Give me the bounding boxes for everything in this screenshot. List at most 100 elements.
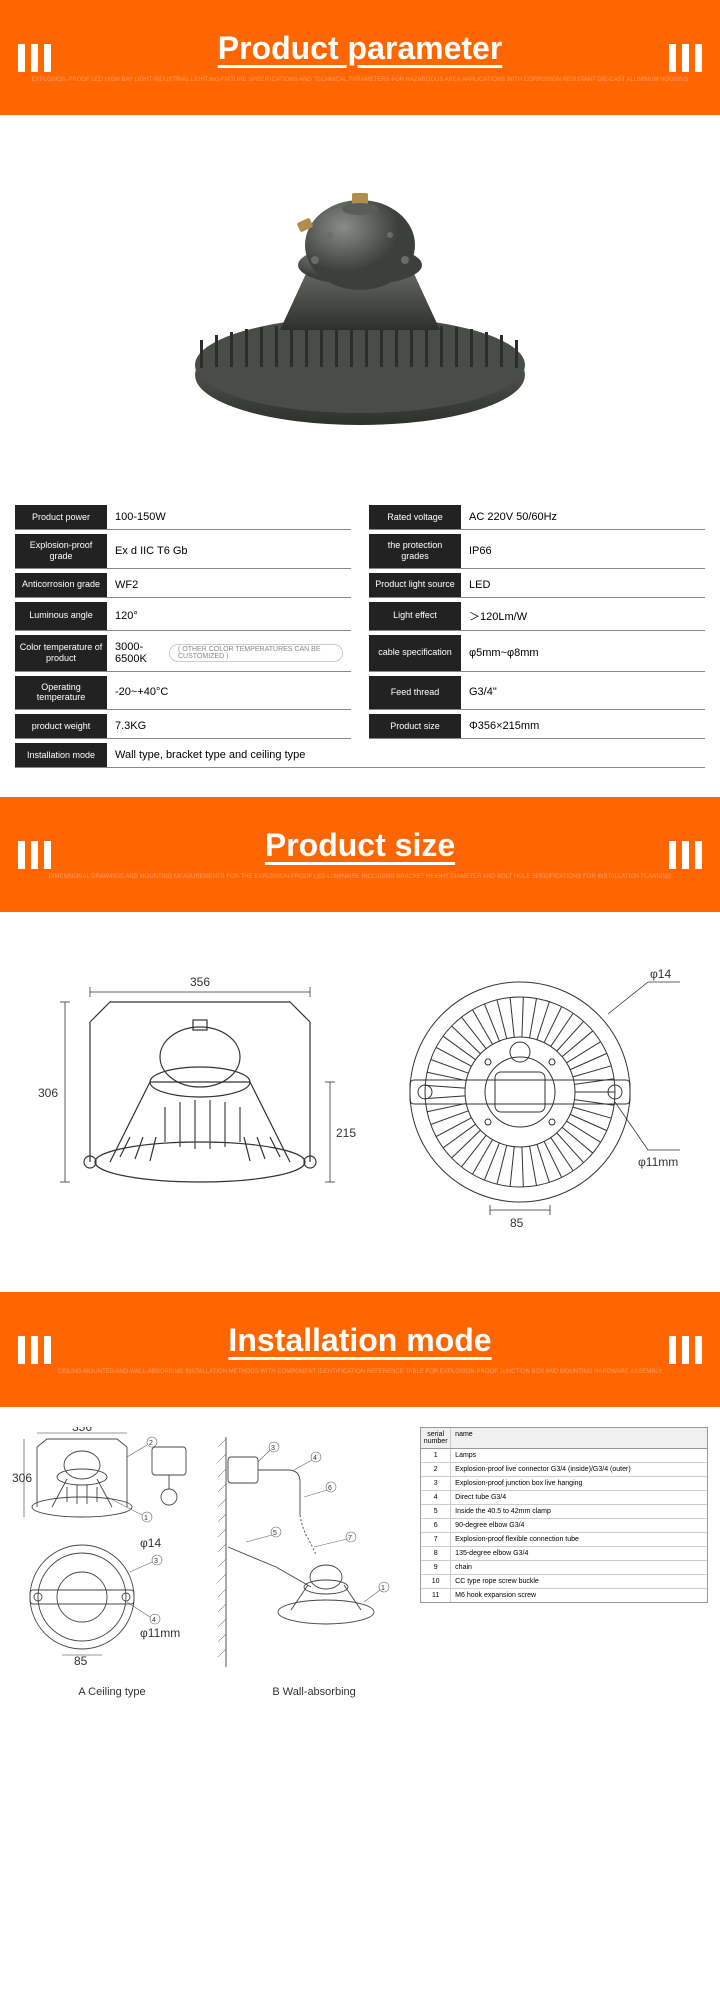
parts-name: 135-degree elbow G3/4: [451, 1547, 707, 1560]
parts-num: 3: [421, 1477, 451, 1490]
spec-row: Product power100-150WRated voltageAC 220…: [15, 505, 705, 530]
spec-label: Product light source: [369, 573, 461, 597]
spec-row: Operating temperature-20~+40°C Feed threa…: [15, 676, 705, 711]
product-image: [180, 165, 540, 445]
spec-value: Ex d IIC T6 Gb: [107, 534, 351, 568]
parts-row: 11M6 hook expansion screw: [421, 1589, 707, 1602]
svg-text:3: 3: [154, 1558, 158, 1565]
spec-row: Color temperature of product3000-6500K( …: [15, 635, 705, 672]
svg-text:1: 1: [144, 1515, 148, 1522]
parts-num: 6: [421, 1519, 451, 1532]
wall-type-drawing: 346715: [216, 1427, 406, 1677]
spec-row: product weight7.3KG Product sizeΦ356×215m…: [15, 714, 705, 739]
ceiling-type-drawing: 2134 356 306 φ14 φ11mm 85: [12, 1427, 212, 1677]
parts-name: 90-degree elbow G3/4: [451, 1519, 707, 1532]
spec-label: Luminous angle: [15, 602, 107, 630]
spec-pair-left: Operating temperature-20~+40°C: [15, 676, 351, 711]
svg-text:2: 2: [149, 1440, 153, 1447]
spec-value: -20~+40°C: [107, 676, 351, 710]
spec-row-installation: Installation mode Wall type, bracket typ…: [15, 743, 705, 768]
size-diagrams: 356 306 215 φ14 φ11mm 85: [0, 912, 720, 1292]
spec-value: 120°: [107, 602, 351, 630]
spec-label: Rated voltage: [369, 505, 461, 529]
parts-table-header: serial number name: [421, 1428, 707, 1449]
caption-ceiling: A Ceiling type: [12, 1686, 212, 1698]
header-size-title: Product size: [265, 827, 455, 864]
spec-pair-left: Color temperature of product3000-6500K( …: [15, 635, 351, 672]
parts-row: 10CC type rope screw buckle: [421, 1575, 707, 1589]
parts-row: 1Lamps: [421, 1449, 707, 1463]
header-size: Product size DIMENSIONAL DRAWINGS AND MO…: [0, 797, 720, 912]
parts-table: serial number name 1Lamps2Explosion-proo…: [420, 1427, 708, 1603]
svg-text:φ14: φ14: [140, 1536, 161, 1550]
spec-label: Feed thread: [369, 676, 461, 710]
spec-label: cable specification: [369, 635, 461, 671]
svg-text:85: 85: [74, 1654, 88, 1668]
svg-text:4: 4: [152, 1617, 156, 1624]
parts-row: 690-degree elbow G3/4: [421, 1519, 707, 1533]
header-size-sub: DIMENSIONAL DRAWINGS AND MOUNTING MEASUR…: [48, 874, 671, 882]
parts-row: 5Inside the 40.5 to 42mm clamp: [421, 1505, 707, 1519]
spec-pair-left: Explosion-proof gradeEx d IIC T6 Gb: [15, 534, 351, 569]
parts-name: Lamps: [451, 1449, 707, 1462]
spec-value: 7.3KG: [107, 714, 351, 738]
header-parameter-title: Product parameter: [218, 30, 503, 67]
spec-row: Luminous angle120° Light effect＞120Lm/W: [15, 602, 705, 631]
spec-pair-left: Anticorrosion gradeWF2: [15, 573, 351, 598]
spec-label: Light effect: [369, 602, 461, 630]
spec-label: product weight: [15, 714, 107, 738]
header-parameter: Product parameter EXPLOSION-PROOF LED HI…: [0, 0, 720, 115]
parts-num: 2: [421, 1463, 451, 1476]
dim-height-total: 306: [38, 1086, 58, 1100]
spec-label: Product size: [369, 714, 461, 738]
spec-note: ( OTHER COLOR TEMPERATURES CAN BE CUSTOM…: [169, 644, 343, 662]
header-install: Installation mode CEILING-MOUNTED AND WA…: [0, 1292, 720, 1407]
spec-pair-right: the protection gradesIP66: [369, 534, 705, 569]
parts-num: 9: [421, 1561, 451, 1574]
svg-text:1: 1: [381, 1585, 385, 1592]
spec-label: Installation mode: [15, 743, 107, 767]
top-view-drawing: φ14 φ11mm 85: [380, 952, 690, 1242]
parts-row: 7Explosion-proof flexible connection tub…: [421, 1533, 707, 1547]
spec-value: Φ356×215mm: [461, 714, 705, 738]
spec-label: Operating temperature: [15, 676, 107, 710]
decor-bars-right: [669, 44, 702, 72]
spec-label: Color temperature of product: [15, 635, 107, 671]
dim-bolt-hole: φ14: [650, 967, 671, 981]
header-parameter-sub: EXPLOSION-PROOF LED HIGH BAY LIGHT INDUS…: [32, 77, 689, 85]
spec-pair-right: Light effect＞120Lm/W: [369, 602, 705, 631]
spec-value: ＞120Lm/W: [461, 602, 705, 630]
svg-text:6: 6: [328, 1485, 332, 1492]
spec-row: Explosion-proof gradeEx d IIC T6 Gb the p…: [15, 534, 705, 569]
caption-wall: B Wall-absorbing: [216, 1686, 412, 1698]
header-install-title: Installation mode: [228, 1322, 491, 1359]
svg-text:5: 5: [273, 1530, 277, 1537]
parts-num: 8: [421, 1547, 451, 1560]
parts-num: 10: [421, 1575, 451, 1588]
spec-pair-right: Product light sourceLED: [369, 573, 705, 598]
spec-pair-right: Product sizeΦ356×215mm: [369, 714, 705, 739]
parts-name: M6 hook expansion screw: [451, 1589, 707, 1602]
dim-height-body: 215: [336, 1126, 356, 1140]
spec-value: AC 220V 50/60Hz: [461, 505, 705, 529]
svg-text:3: 3: [271, 1445, 275, 1452]
parts-name: Direct tube G3/4: [451, 1491, 707, 1504]
parts-num: 4: [421, 1491, 451, 1504]
parts-num: 11: [421, 1589, 451, 1602]
install-col-b: 346715 B Wall-absorbing: [216, 1427, 412, 1698]
parts-name: CC type rope screw buckle: [451, 1575, 707, 1588]
dim-center-spacing: 85: [510, 1216, 524, 1230]
spec-value: 100-150W: [107, 505, 351, 529]
side-view-drawing: 356 306 215: [30, 962, 360, 1232]
parts-row: 3Explosion-proof junction box live hangi…: [421, 1477, 707, 1491]
parts-name: Inside the 40.5 to 42mm clamp: [451, 1505, 707, 1518]
spec-value: WF2: [107, 573, 351, 597]
parts-row: 2Explosion-proof live connector G3/4 (in…: [421, 1463, 707, 1477]
svg-text:356: 356: [72, 1427, 92, 1434]
spec-pair-right: Rated voltageAC 220V 50/60Hz: [369, 505, 705, 530]
parts-name: Explosion-proof junction box live hangin…: [451, 1477, 707, 1490]
parts-name: Explosion-proof live connector G3/4 (ins…: [451, 1463, 707, 1476]
spec-value: LED: [461, 573, 705, 597]
spec-label: the protection grades: [369, 534, 461, 568]
spec-value: G3/4": [461, 676, 705, 710]
